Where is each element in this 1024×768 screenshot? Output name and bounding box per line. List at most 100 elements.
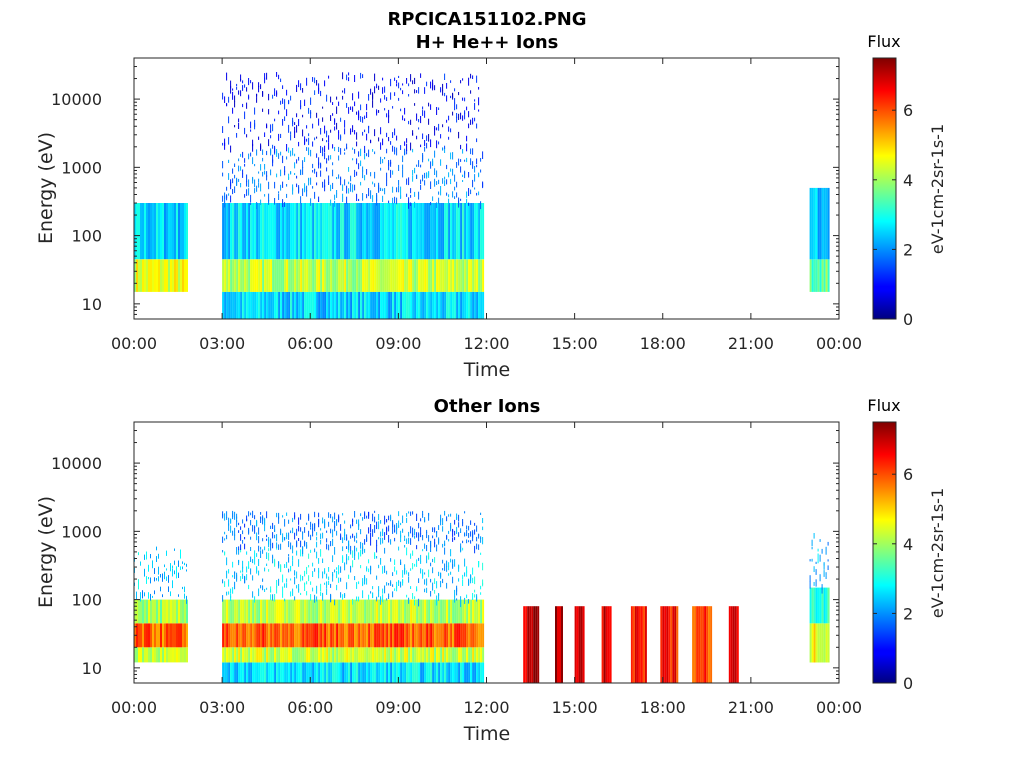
heatmap-cell (384, 599, 387, 624)
heatmap-cell (278, 623, 281, 648)
heatmap-cell (238, 158, 240, 162)
heatmap-cell (412, 259, 415, 292)
heatmap-cell (380, 187, 382, 191)
heatmap-cell (454, 259, 457, 292)
heatmap-cell (470, 531, 472, 537)
heatmap-cell (154, 590, 155, 595)
heatmap-cell (326, 647, 329, 663)
heatmap-cell (460, 599, 463, 624)
heatmap-cell (374, 525, 376, 533)
heatmap-cell (825, 587, 828, 624)
heatmap-cell (292, 555, 294, 561)
heatmap-cell (318, 162, 320, 169)
heatmap-cell (350, 187, 352, 192)
heatmap-cell (232, 259, 235, 292)
heatmap-cell (398, 580, 400, 583)
heatmap-cell (412, 511, 414, 515)
heatmap-cell (438, 623, 441, 648)
heatmap-cell (402, 83, 404, 86)
heatmap-cell (236, 647, 239, 663)
heatmap-block (523, 606, 540, 683)
heatmap-cell (262, 515, 264, 521)
heatmap-cell (330, 583, 332, 588)
heatmap-cell (296, 125, 298, 133)
heatmap-cell (336, 567, 338, 570)
heatmap-cell (176, 566, 177, 569)
heatmap-cell (314, 77, 316, 84)
heatmap-cell (390, 516, 392, 522)
heatmap-cell (326, 130, 328, 138)
heatmap-cell (440, 134, 442, 139)
heatmap-cell (236, 623, 239, 648)
heatmap-cell (480, 647, 483, 663)
heatmap-cell (282, 533, 284, 541)
heatmap-cell (414, 599, 416, 606)
heatmap-cell (448, 126, 450, 132)
heatmap-cell (368, 594, 370, 600)
heatmap-cell (348, 203, 351, 260)
heatmap-cell (322, 662, 325, 683)
heatmap-cell (372, 586, 374, 590)
heatmap-cell (310, 647, 313, 663)
heatmap-cell (360, 549, 362, 556)
heatmap-cell (428, 102, 430, 107)
heatmap-cell (298, 584, 300, 591)
heatmap-cell (434, 150, 436, 158)
heatmap-cell (454, 291, 457, 319)
heatmap-cell (262, 623, 265, 648)
heatmap-cell (314, 291, 317, 319)
heatmap-cell (813, 187, 816, 260)
heatmap-cell (410, 291, 413, 319)
heatmap-cell (254, 164, 256, 167)
heatmap-cell (432, 662, 435, 683)
heatmap-cell (384, 188, 386, 193)
heatmap-cell (264, 73, 266, 80)
heatmap-cell (446, 291, 449, 319)
heatmap-cell (404, 107, 406, 115)
heatmap-cell (328, 623, 331, 648)
heatmap-cell (278, 133, 280, 141)
heatmap-cell (436, 599, 439, 624)
heatmap-cell (182, 203, 184, 260)
heatmap-cell (234, 186, 236, 193)
heatmap-cell (462, 259, 465, 292)
heatmap-cell (320, 528, 322, 531)
heatmap-cell (230, 596, 232, 601)
heatmap-cell (436, 595, 438, 600)
heatmap-cell (142, 594, 143, 599)
heatmap-cell (817, 553, 819, 561)
heatmap-cell (282, 662, 285, 683)
heatmap-cell (472, 623, 475, 648)
heatmap-cell (264, 588, 266, 592)
heatmap-cell (230, 623, 233, 648)
heatmap-cell (224, 581, 226, 587)
heatmap-cell (352, 147, 354, 150)
heatmap-cell (368, 188, 370, 194)
heatmap-cell (328, 291, 331, 319)
heatmap-cell (304, 157, 306, 162)
heatmap-cell (350, 535, 352, 539)
heatmap-cell (468, 662, 471, 683)
heatmap-cell (186, 595, 187, 604)
heatmap-cell (444, 551, 446, 555)
heatmap-cell (350, 182, 352, 188)
heatmap-cell (384, 291, 387, 319)
heatmap-cell (224, 142, 226, 150)
heatmap-cell (246, 134, 248, 138)
heatmap-cell (328, 580, 330, 585)
heatmap-cell (430, 104, 432, 110)
heatmap-cell (392, 599, 395, 624)
heatmap-cell (294, 647, 297, 663)
heatmap-cell (260, 662, 263, 683)
heatmap-cell (298, 259, 301, 292)
heatmap-cell (324, 519, 326, 525)
heatmap-cell (364, 291, 367, 319)
heatmap-cell (412, 175, 414, 182)
heatmap-cell (366, 515, 368, 519)
heatmap-cell (450, 178, 452, 185)
heatmap-cell (262, 662, 265, 683)
heatmap-cell (432, 535, 434, 539)
heatmap-cell (286, 184, 288, 187)
heatmap-cell (350, 550, 352, 553)
heatmap-cell (164, 599, 166, 624)
